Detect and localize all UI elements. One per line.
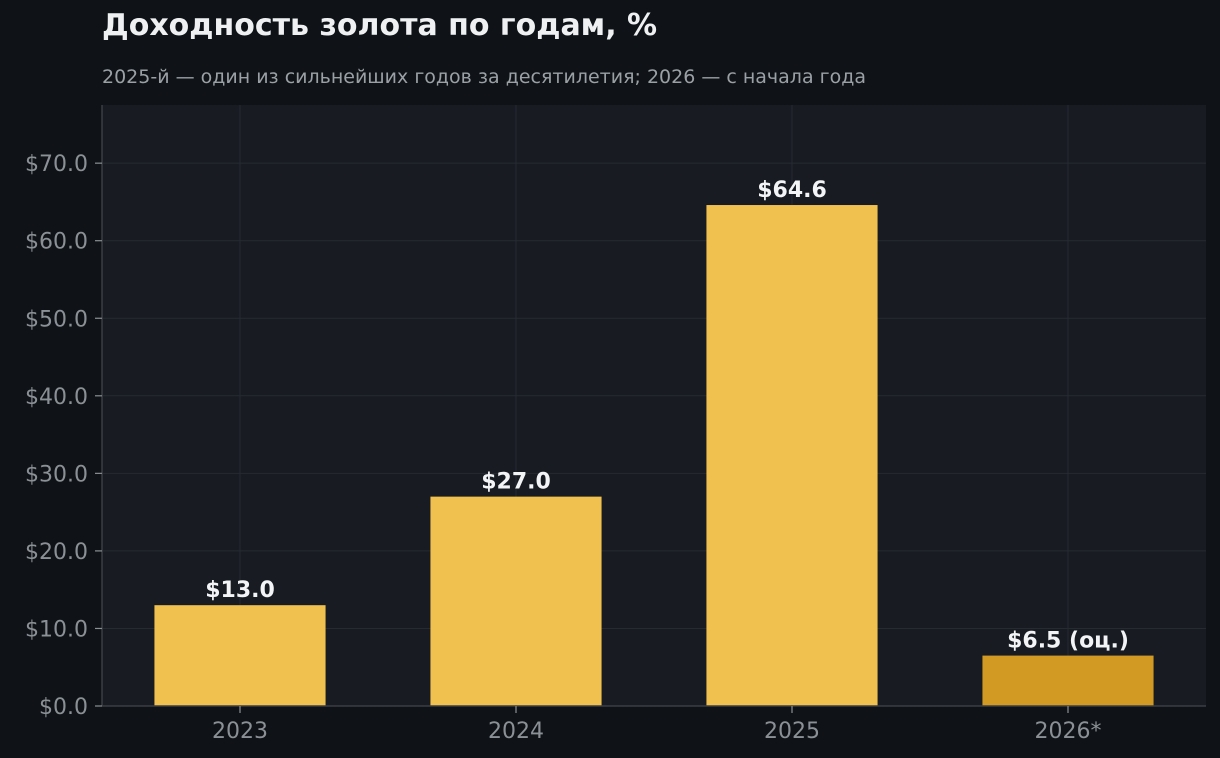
y-tick-label: $0.0 (39, 695, 88, 720)
bar-value-label: $6.5 (оц.) (1007, 629, 1129, 654)
bar-2023 (154, 605, 326, 706)
y-tick-label: $40.0 (25, 385, 88, 410)
y-tick-label: $10.0 (25, 617, 88, 642)
x-tick-label: 2026* (1035, 719, 1102, 744)
x-tick-label: 2025 (764, 719, 820, 744)
bar-value-label: $64.6 (757, 178, 827, 203)
chart-subtitle: 2025-й — один из сильнейших годов за дес… (102, 66, 867, 88)
bar-2025 (706, 205, 878, 706)
bar-value-label: $27.0 (481, 470, 551, 495)
y-tick-label: $60.0 (25, 230, 88, 255)
bar-2026* (982, 655, 1154, 706)
y-tick-label: $70.0 (25, 152, 88, 177)
bar-value-label: $13.0 (205, 578, 275, 603)
chart-title: Доходность золота по годам, % (102, 8, 658, 43)
x-tick-label: 2024 (488, 719, 544, 744)
y-tick-label: $20.0 (25, 540, 88, 565)
y-tick-label: $50.0 (25, 307, 88, 332)
y-tick-label: $30.0 (25, 462, 88, 487)
bar-2024 (430, 496, 602, 706)
x-tick-label: 2023 (212, 719, 268, 744)
